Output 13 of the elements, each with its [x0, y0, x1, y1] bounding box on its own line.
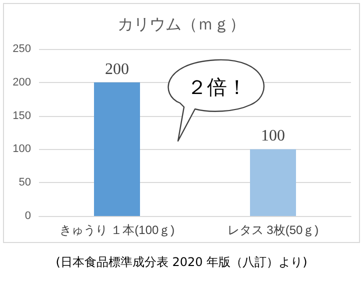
- data-label: 200: [105, 60, 129, 78]
- chart-title: カリウム（ｍｇ）: [118, 16, 246, 34]
- y-tick-label: 50: [18, 176, 31, 189]
- data-label: 100: [261, 128, 285, 145]
- y-tick-label: 100: [12, 143, 31, 156]
- x-tick-label: きゅうり １本(100ｇ): [59, 223, 175, 237]
- x-tick-label: レタス 3枚(50ｇ): [227, 223, 319, 237]
- y-tick-label: 250: [12, 43, 31, 55]
- y-tick-label: 150: [12, 110, 31, 122]
- text: (日本食品標準成分表 2020 年版（八訂）より): [54, 254, 308, 271]
- annotation: ２倍！: [186, 74, 248, 101]
- y-tick-label: 200: [12, 76, 31, 88]
- y-tick-label: 0: [24, 210, 31, 222]
